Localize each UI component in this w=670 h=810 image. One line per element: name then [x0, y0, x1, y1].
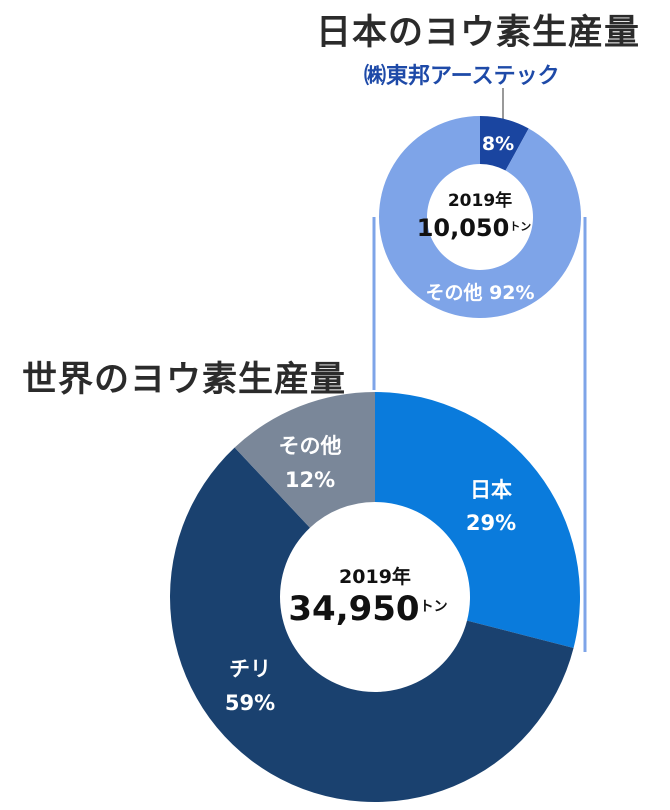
- world-chart-title: 世界のヨウ素生産量: [22, 360, 347, 400]
- world-japan-pct: 29%: [466, 511, 516, 535]
- world-other-name: その他: [279, 434, 342, 458]
- donut-segment: [378, 116, 581, 318]
- company-label: ㈱東邦アーステック: [364, 64, 560, 89]
- japan-other-label: その他 92%: [425, 281, 534, 304]
- japan-year: 2019年: [448, 190, 512, 211]
- world-total-unit: トン: [420, 599, 448, 615]
- world-japan-name: 日本: [470, 478, 512, 502]
- japan-total: 10,050トン: [417, 214, 532, 242]
- japan-chart-title: 日本のヨウ素生産量: [316, 13, 641, 53]
- donut-segment: [375, 392, 580, 648]
- world-donut: [170, 392, 580, 802]
- world-other-pct: 12%: [285, 468, 335, 492]
- donut-segment: [480, 116, 529, 171]
- world-chile-name: チリ: [229, 657, 271, 681]
- world-year: 2019年: [339, 565, 411, 588]
- japan-donut: [378, 116, 581, 318]
- donut-segment: [170, 447, 574, 802]
- japan-total-value: 10,050: [417, 214, 510, 242]
- world-total: 34,950トン: [288, 589, 447, 629]
- world-total-value: 34,950: [288, 589, 419, 629]
- japan-total-unit: トン: [509, 220, 531, 233]
- world-chile-pct: 59%: [225, 691, 275, 715]
- donut-segment: [234, 392, 375, 528]
- japan-company-pct: 8%: [482, 133, 514, 155]
